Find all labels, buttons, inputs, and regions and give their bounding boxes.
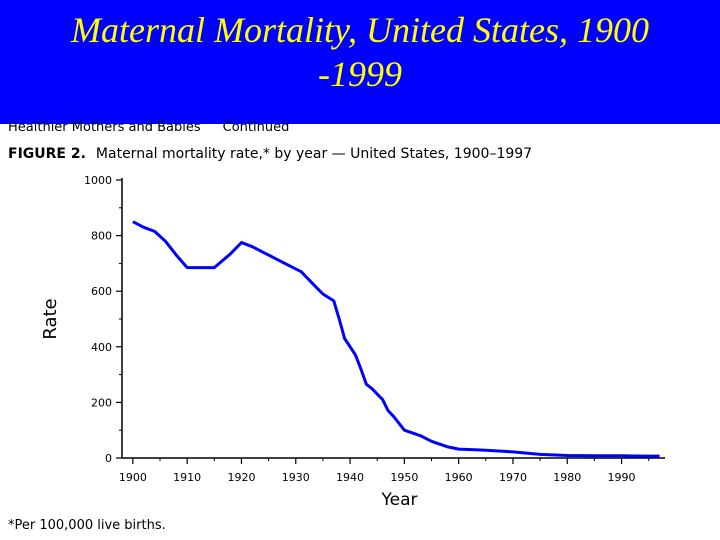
y-tick-label: 400 xyxy=(91,341,112,354)
slide-title-line2: -1999 xyxy=(318,54,402,94)
x-tick-label: 1980 xyxy=(553,471,581,484)
figure-label: FIGURE 2. xyxy=(8,146,86,162)
x-tick-label: 1960 xyxy=(445,471,473,484)
x-axis-label: Year xyxy=(381,490,418,510)
x-axis-ticks: 1900 1910 1920 1930 1940 1950 1960 1970 1980 1990 xyxy=(119,458,650,484)
y-tick-label: 200 xyxy=(91,396,112,409)
x-tick-label: 1940 xyxy=(336,471,364,484)
continued-label: Continued xyxy=(222,120,290,135)
section-name: Healthier Mothers and Babies xyxy=(8,120,201,135)
x-tick-label: 1990 xyxy=(608,471,636,484)
x-tick-label: 1970 xyxy=(499,471,527,484)
y-tick-label: 800 xyxy=(91,230,112,243)
figure-caption: FIGURE 2. Maternal mortality rate,* by ye… xyxy=(8,146,532,162)
x-tick-label: 1930 xyxy=(282,471,310,484)
footnote: *Per 100,000 live births. xyxy=(8,518,166,533)
y-tick-label: 600 xyxy=(91,285,112,298)
x-tick-label: 1910 xyxy=(173,471,201,484)
y-axis-label: Rate xyxy=(40,298,61,339)
x-tick-label: 1900 xyxy=(119,471,147,484)
title-bar: Maternal Mortality, United States, 1900 … xyxy=(0,0,720,124)
series-line-maternal-mortality xyxy=(132,220,660,458)
y-tick-label: 0 xyxy=(105,452,112,465)
x-tick-label: 1950 xyxy=(390,471,418,484)
figure-caption-text: Maternal mortality rate,* by year — Unit… xyxy=(95,146,533,162)
y-tick-label: 1000 xyxy=(84,174,112,187)
y-axis-ticks: 1000 800 600 400 200 0 xyxy=(84,174,122,465)
figure-section-heading: Healthier Mothers and Babies Continued xyxy=(8,120,289,135)
slide-title: Maternal Mortality, United States, 1900 … xyxy=(0,8,720,96)
x-tick-label: 1920 xyxy=(227,471,255,484)
slide-title-line1: Maternal Mortality, United States, 1900 xyxy=(71,10,649,50)
